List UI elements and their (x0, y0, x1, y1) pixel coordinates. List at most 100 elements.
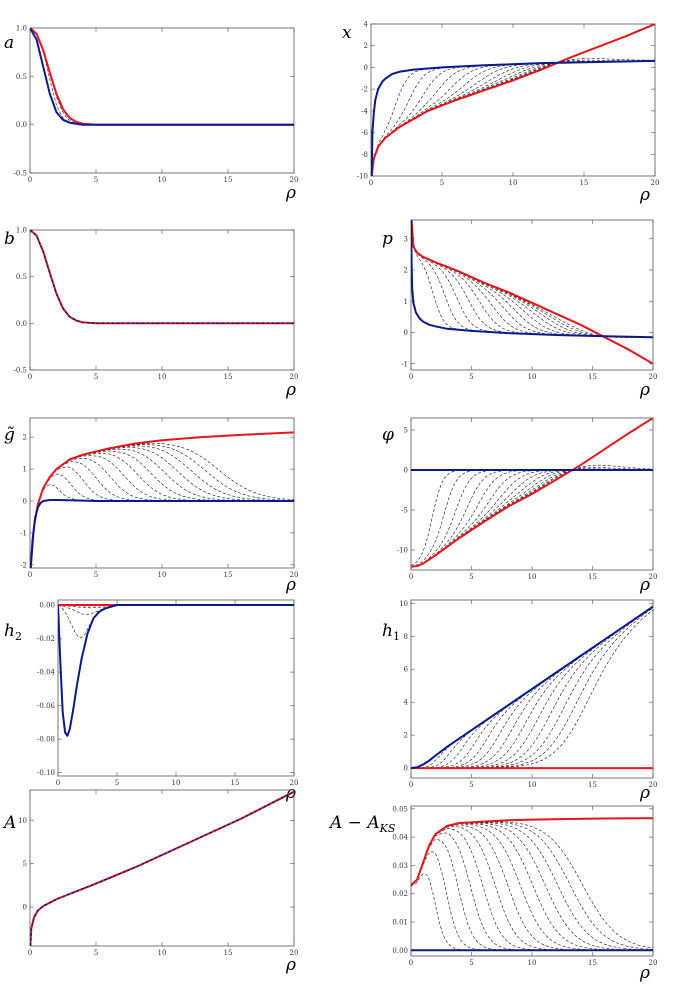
x-tick-label: 5 (115, 779, 119, 787)
dashed-family-curve (411, 469, 653, 568)
series-red-line (411, 220, 653, 365)
y-tick-label: 2 (404, 732, 408, 740)
panel-phi: 0 5 10 15 20 -10 -5 0 5 φ ρ (382, 417, 657, 595)
dashed-family-curve (411, 467, 653, 568)
y-tick-label: -2 (20, 561, 27, 569)
x-tick-label: 15 (224, 571, 233, 579)
dashed-family-curve (411, 469, 653, 568)
y-tick-label: -5 (401, 507, 408, 515)
series-blue-line (411, 220, 653, 339)
y-tick-label: 0.01 (392, 919, 408, 927)
x-tick-label: 0 (56, 779, 60, 787)
dashed-family-curve (411, 822, 653, 951)
y-tick-label: 1.0 (16, 25, 27, 33)
x-tick-label: 10 (528, 373, 537, 381)
plot-area (411, 817, 653, 952)
panel-label: b (4, 229, 15, 249)
plot-area (30, 790, 294, 946)
y-tick-label: 0 (23, 497, 27, 505)
x-tick-label: 20 (649, 781, 658, 789)
panel-label: φ (382, 425, 394, 445)
y-tick-label: -0.5 (14, 367, 28, 375)
dashed-family-curve (30, 453, 294, 568)
x-axis-label: ρ (285, 575, 296, 595)
dashed-family-curve (411, 464, 653, 568)
y-tick-label: 8 (404, 633, 408, 641)
y-tick-label: -0.06 (37, 702, 55, 710)
panel-h1: 0 5 10 15 20 0 2 4 6 8 10 h1 ρ (382, 599, 658, 803)
x-tick-label: 10 (172, 779, 181, 787)
dashed-family-curve (411, 469, 653, 568)
dashed-family-curve (411, 220, 653, 338)
dashed-family-curve (411, 838, 653, 951)
dashed-family-curve (30, 28, 294, 125)
y-tick-label: 5 (23, 860, 27, 868)
dashed-family-curve (411, 469, 653, 567)
y-tick-label: 1 (23, 466, 27, 474)
y-tick-label: -1 (401, 360, 408, 368)
x-tick-label: 20 (290, 176, 299, 184)
dashed-family-curve (30, 444, 294, 568)
series-red-line (411, 817, 653, 886)
dashed-family-curve (30, 28, 294, 125)
y-tick-label: 0.0 (16, 320, 27, 328)
series-red-line (30, 431, 294, 568)
x-tick-label: 10 (528, 959, 537, 967)
plot-frame (29, 27, 295, 174)
plot-frame (410, 219, 654, 371)
dashed-family-curve (411, 220, 653, 338)
x-tick-label: 0 (28, 373, 32, 381)
x-tick-label: 5 (94, 949, 98, 957)
dashed-family-curve (30, 28, 294, 125)
x-tick-label: 5 (94, 571, 98, 579)
x-tick-label: 0 (28, 176, 32, 184)
dashed-family-curve (411, 469, 653, 567)
panel-x: 0 5 10 15 20 -10 -8 -6 -4 -2 0 2 4 x ρ (342, 21, 659, 206)
y-tick-label: 0.02 (392, 890, 408, 898)
x-tick-label: 10 (158, 176, 167, 184)
x-tick-label: 0 (409, 573, 413, 581)
series-blue-line (371, 59, 655, 176)
series-red-line (30, 28, 294, 126)
y-tick-label: -0.08 (37, 736, 55, 744)
dashed-family-curve (411, 469, 653, 568)
x-tick-label: 15 (580, 179, 589, 187)
series-blue-line (58, 604, 294, 737)
x-tick-label: 20 (651, 179, 660, 187)
y-tick-label: 2 (404, 267, 408, 275)
dashed-family-curve (411, 826, 653, 951)
dashed-family-curve (411, 851, 653, 951)
dashed-family-curve (58, 604, 294, 639)
panel-g: 0 5 10 15 20 -2 -1 0 1 2 g̃ ρ (4, 417, 298, 595)
y-tick-label: 1.0 (16, 227, 27, 235)
y-tick-label: -0.5 (14, 170, 28, 178)
panel-label: A (2, 813, 16, 833)
series-blue-line (30, 499, 294, 568)
y-tick-label: 0.00 (392, 947, 408, 955)
x-axis-label: ρ (285, 183, 296, 203)
y-tick-label: 0.0 (16, 121, 27, 129)
x-tick-label: 20 (290, 373, 299, 381)
x-tick-label: 15 (588, 573, 597, 581)
x-tick-label: 0 (369, 179, 373, 187)
dashed-family-curve (411, 220, 653, 338)
x-axis-label: ρ (639, 380, 650, 400)
dashed-family-curve (30, 457, 294, 568)
dashed-family-curve (411, 822, 653, 951)
x-tick-label: 20 (649, 959, 658, 967)
y-tick-label: 5 (404, 427, 408, 435)
dashed-family-curve (30, 443, 294, 568)
panel-AKS: 0 5 10 15 20 0.00 0.01 0.02 0.03 0.04 0.05A − AKS ρ (328, 805, 657, 983)
y-tick-label: -0.10 (37, 769, 55, 777)
series-blue-line (30, 791, 294, 946)
plot-area (371, 24, 655, 176)
y-tick-label: 0.00 (39, 602, 55, 610)
y-tick-label: 10 (399, 600, 408, 608)
plot-area (411, 220, 653, 365)
x-tick-label: 10 (158, 571, 167, 579)
x-tick-label: 15 (588, 373, 597, 381)
x-tick-label: 5 (94, 373, 98, 381)
dashed-family-curve (58, 604, 294, 616)
